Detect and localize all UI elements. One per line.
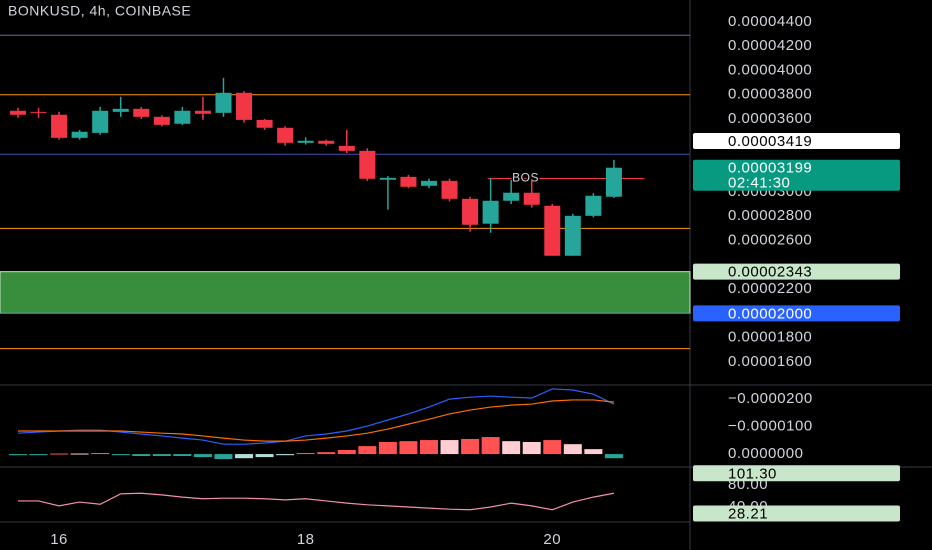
histogram-bar (317, 452, 336, 455)
histogram-bar (543, 440, 562, 455)
price-label-box (693, 305, 900, 322)
candle-body (585, 195, 602, 216)
y-tick-label: 0.0000000 (728, 445, 803, 462)
candle-body (215, 92, 232, 113)
candle-body (71, 131, 88, 138)
candle-body (174, 110, 191, 124)
countdown: 02:41:30 (728, 175, 790, 192)
y-tick-label: 0.00003600 (728, 110, 812, 127)
y-tick-label: 0.00004400 (728, 13, 812, 30)
histogram-bar (50, 453, 69, 455)
price-label-box (693, 263, 900, 280)
candle-body (605, 167, 622, 197)
candle-body (564, 215, 581, 256)
histogram-bar (563, 444, 582, 455)
price-label-box (693, 133, 900, 150)
candle-body (420, 180, 437, 186)
y-tick-label: 0.00004000 (728, 61, 812, 78)
histogram-bar (214, 454, 233, 460)
histogram-bar (296, 452, 315, 455)
price-label: 0.00002000 (728, 305, 812, 322)
histogram-bar (399, 441, 418, 455)
histogram-bar (111, 454, 130, 456)
y-tick-label: 0.00003800 (728, 86, 812, 103)
histogram-bar (419, 440, 438, 455)
series-line (17, 399, 614, 442)
histogram-bar (358, 446, 377, 455)
histogram-bar (440, 440, 459, 455)
candle-body (503, 192, 520, 201)
candle-body (379, 177, 396, 180)
series-line (17, 388, 615, 445)
histogram-bar (8, 454, 27, 456)
candle-body (462, 198, 479, 225)
x-tick-label: 16 (50, 531, 68, 548)
candle-body (112, 108, 129, 112)
histogram-bar (604, 454, 623, 459)
candle-body (400, 176, 417, 187)
histogram-bar (152, 454, 171, 457)
histogram-bar (193, 454, 212, 458)
histogram-bar (255, 454, 274, 458)
candle-body (236, 92, 253, 120)
histogram-bar (173, 454, 192, 457)
y-tick-label: −0.0000100 (728, 418, 813, 435)
y-tick-label: 0.00002800 (728, 207, 812, 224)
candle-body (318, 140, 335, 144)
candle-body (482, 200, 499, 224)
candle-body (277, 127, 294, 143)
price-label: 0.00003419 (728, 133, 812, 150)
x-tick-label: 18 (297, 531, 315, 548)
histogram-bar (132, 454, 151, 457)
candle-body (441, 180, 458, 199)
candle-body (297, 140, 314, 143)
chart-title: BONKUSD, 4h, COINBASE (8, 3, 191, 19)
price-label: 0.00002343 (728, 264, 812, 281)
y-tick-label: 0.00001800 (728, 329, 812, 346)
series-line (17, 492, 615, 511)
candle-body (30, 111, 47, 113)
bos-label: BOS (512, 171, 539, 185)
price-label: 101.30 (728, 465, 777, 482)
histogram-bar (29, 454, 48, 456)
price-label-box (693, 159, 900, 191)
candle-body (92, 110, 109, 133)
histogram-bar (91, 452, 110, 455)
price-label-box (693, 505, 900, 522)
price-label: 0.00003199 (728, 160, 812, 177)
candle-body (133, 108, 150, 117)
price-label-box (693, 465, 900, 482)
candle-body (523, 192, 540, 205)
x-tick-label: 20 (543, 531, 561, 548)
candle-body (544, 205, 561, 256)
candle-body (9, 110, 26, 115)
histogram-bar (522, 441, 541, 455)
histogram-bar (461, 438, 480, 455)
histogram-bar (337, 449, 356, 455)
candle-body (153, 116, 170, 125)
y-tick-label: 0.00002200 (728, 280, 812, 297)
candle-body (256, 119, 273, 128)
histogram-bar (502, 441, 521, 455)
candle-body (51, 114, 68, 138)
histogram-bar (481, 437, 500, 455)
histogram-bar (235, 454, 254, 459)
candle-body (194, 110, 211, 114)
y-tick-label: 0.00001600 (728, 353, 812, 370)
histogram-bar (378, 441, 397, 455)
histogram-bar (584, 449, 603, 455)
zone (0, 271, 691, 314)
y-tick-label: −0.0000200 (728, 390, 813, 407)
y-tick-label: 0.00002600 (728, 231, 812, 248)
histogram-bar (70, 453, 89, 455)
histogram-bar (276, 454, 295, 456)
y-tick-label: 0.00004200 (728, 37, 812, 54)
candle-body (359, 150, 376, 179)
price-label: 28.21 (728, 505, 768, 522)
candle-body (338, 145, 355, 151)
